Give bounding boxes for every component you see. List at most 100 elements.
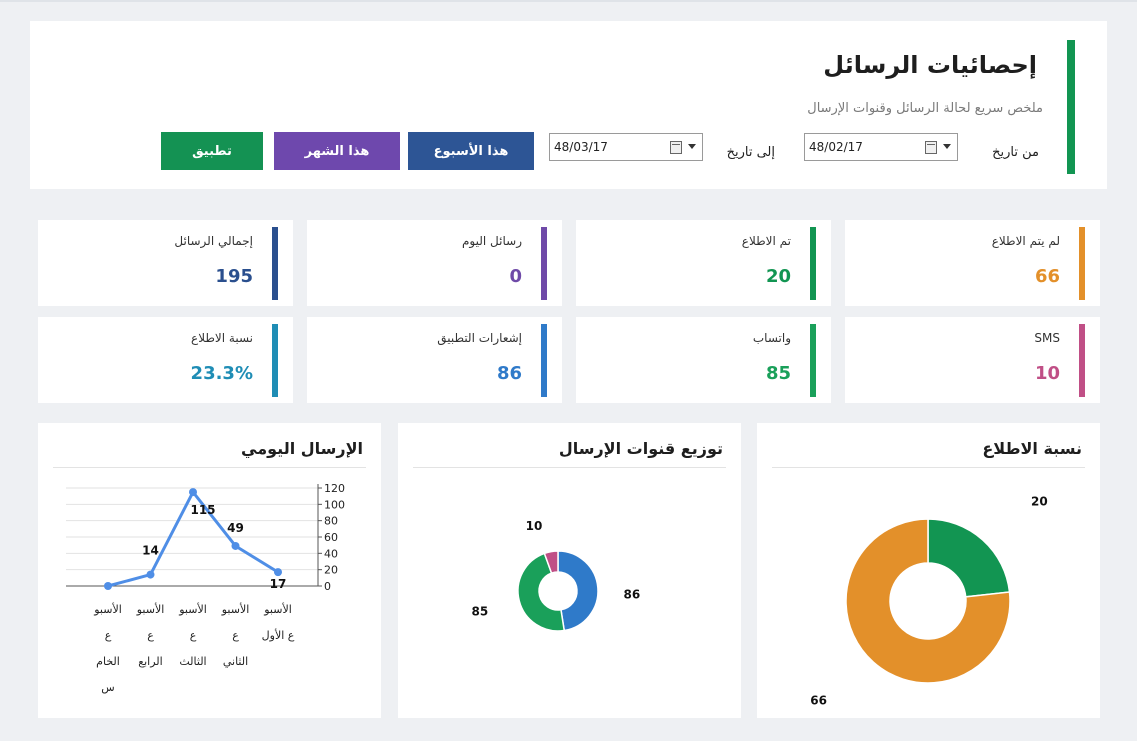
this-month-button[interactable]: هذا الشهر [274, 132, 400, 170]
to-date-label: إلى تاريخ [726, 145, 775, 160]
dropdown-arrow-icon[interactable] [688, 144, 696, 149]
stat-label: نسبة الاطلاع [191, 331, 253, 345]
y-tick-label: 120 [324, 482, 345, 495]
x-tick-label: ع الأول [262, 628, 295, 642]
data-label: 17 [270, 577, 287, 591]
stat-accent-bar [810, 324, 816, 397]
to-date-picker[interactable]: 48/03/17 [549, 133, 703, 161]
x-tick-label: الرابع [138, 655, 162, 668]
calendar-icon[interactable] [925, 141, 937, 154]
stat-label: SMS [1034, 331, 1060, 345]
data-point [231, 541, 240, 550]
stat-card-read-ratio: نسبة الاطلاع 23.3% [38, 317, 293, 403]
data-point [274, 568, 282, 577]
y-tick-label: 80 [324, 515, 338, 528]
calendar-icon[interactable] [670, 141, 682, 154]
panel-title: توزيع قنوات الإرسال [558, 439, 723, 458]
read-ratio-panel: نسبة الاطلاع 20 66 [757, 423, 1100, 718]
daily-sending-panel: الإرسال اليومي 0 20 40 60 80 100 120 14 115 49 17 ا… [38, 423, 381, 718]
y-tick-label: 100 [324, 498, 345, 511]
x-tick-label: الثالث [179, 655, 206, 668]
data-label: 115 [190, 503, 215, 517]
x-tick-label: الأسبو [263, 602, 292, 616]
to-date-value: 48/03/17 [554, 140, 608, 154]
donut-slice [927, 518, 1011, 598]
slice-label: 10 [526, 519, 543, 533]
top-border [0, 0, 1137, 2]
daily-line-chart: 0 20 40 60 80 100 120 14 115 49 17 الأسبو ع الخام س الأ… [66, 482, 345, 694]
panel-divider [772, 467, 1085, 468]
x-tick-label: الأسبو [221, 602, 250, 616]
stat-label: تم الاطلاع [741, 234, 791, 248]
y-tick-label: 0 [324, 580, 331, 593]
page-subtitle: ملخص سريع لحالة الرسائل وقنوات الإرسال [807, 101, 1043, 116]
filter-panel: إحصائيات الرسائل ملخص سريع لحالة الرسائل… [30, 21, 1107, 189]
apply-button[interactable]: تطبيق [161, 132, 263, 170]
stat-card-whatsapp: واتساب 85 [576, 317, 831, 403]
donut-slice [543, 550, 559, 575]
stat-value: 86 [496, 363, 522, 384]
slice-label: 85 [471, 604, 488, 618]
y-tick-label: 60 [324, 531, 338, 544]
stat-accent-bar [272, 227, 278, 300]
data-label: 14 [142, 544, 159, 558]
channels-donut-chart: 86 85 10 [471, 519, 640, 632]
x-tick-label: الأسبو [178, 602, 207, 616]
panel-title: الإرسال اليومي [241, 439, 363, 458]
stat-value: 20 [765, 266, 791, 287]
stat-card-unread: لم يتم الاطلاع 66 [845, 220, 1100, 306]
x-tick-label: ع [147, 629, 154, 642]
stat-label: إجمالي الرسائل [174, 234, 253, 248]
this-week-button[interactable]: هذا الأسبوع [408, 132, 534, 170]
stat-accent-bar [272, 324, 278, 397]
stat-value: 66 [1034, 266, 1060, 287]
stat-label: رسائل اليوم [462, 234, 522, 248]
slice-label: 20 [1031, 495, 1048, 509]
stat-card-read: تم الاطلاع 20 [576, 220, 831, 306]
slice-label: 66 [810, 693, 827, 707]
stat-value: 195 [215, 266, 253, 287]
panel-title: نسبة الاطلاع [982, 439, 1082, 458]
stat-card-app-notifications: إشعارات التطبيق 86 [307, 317, 562, 403]
stat-value: 85 [765, 363, 791, 384]
stat-accent-bar [541, 324, 547, 397]
stat-accent-bar [1079, 324, 1085, 397]
x-tick-label: ع [105, 629, 112, 642]
data-point [104, 582, 112, 590]
stat-accent-bar [541, 227, 547, 300]
stat-value: 0 [509, 266, 522, 287]
donut-slice [845, 518, 1011, 684]
x-tick-label: الثاني [223, 655, 248, 668]
x-tick-label: س [101, 681, 114, 694]
stat-value: 10 [1034, 363, 1060, 384]
stat-accent-bar [810, 227, 816, 300]
panel-divider [413, 467, 726, 468]
from-date-label: من تاريخ [992, 145, 1039, 160]
x-tick-label: ع [190, 629, 197, 642]
x-tick-label: الأسبو [136, 602, 165, 616]
channels-panel: توزيع قنوات الإرسال 86 85 10 [398, 423, 741, 718]
y-tick-label: 20 [324, 564, 338, 577]
stat-accent-bar [1079, 227, 1085, 300]
stat-value: 23.3% [190, 363, 253, 384]
stat-card-today: رسائل اليوم 0 [307, 220, 562, 306]
data-point [189, 488, 197, 497]
dropdown-arrow-icon[interactable] [943, 144, 951, 149]
header-accent-bar [1067, 40, 1075, 174]
stat-label: لم يتم الاطلاع [991, 234, 1060, 248]
data-point [146, 570, 155, 579]
data-label: 49 [227, 521, 244, 535]
x-tick-label: الأسبو [93, 602, 122, 616]
slice-label: 86 [623, 587, 640, 601]
stat-label: إشعارات التطبيق [437, 331, 522, 345]
from-date-value: 48/02/17 [809, 140, 863, 154]
panel-divider [53, 467, 366, 468]
from-date-picker[interactable]: 48/02/17 [804, 133, 958, 161]
y-tick-label: 40 [324, 547, 338, 560]
page-title: إحصائيات الرسائل [823, 51, 1037, 79]
donut-slice [517, 552, 566, 632]
x-tick-label: ع [232, 629, 239, 642]
x-tick-label: الخام [96, 655, 120, 668]
stat-card-total: إجمالي الرسائل 195 [38, 220, 293, 306]
